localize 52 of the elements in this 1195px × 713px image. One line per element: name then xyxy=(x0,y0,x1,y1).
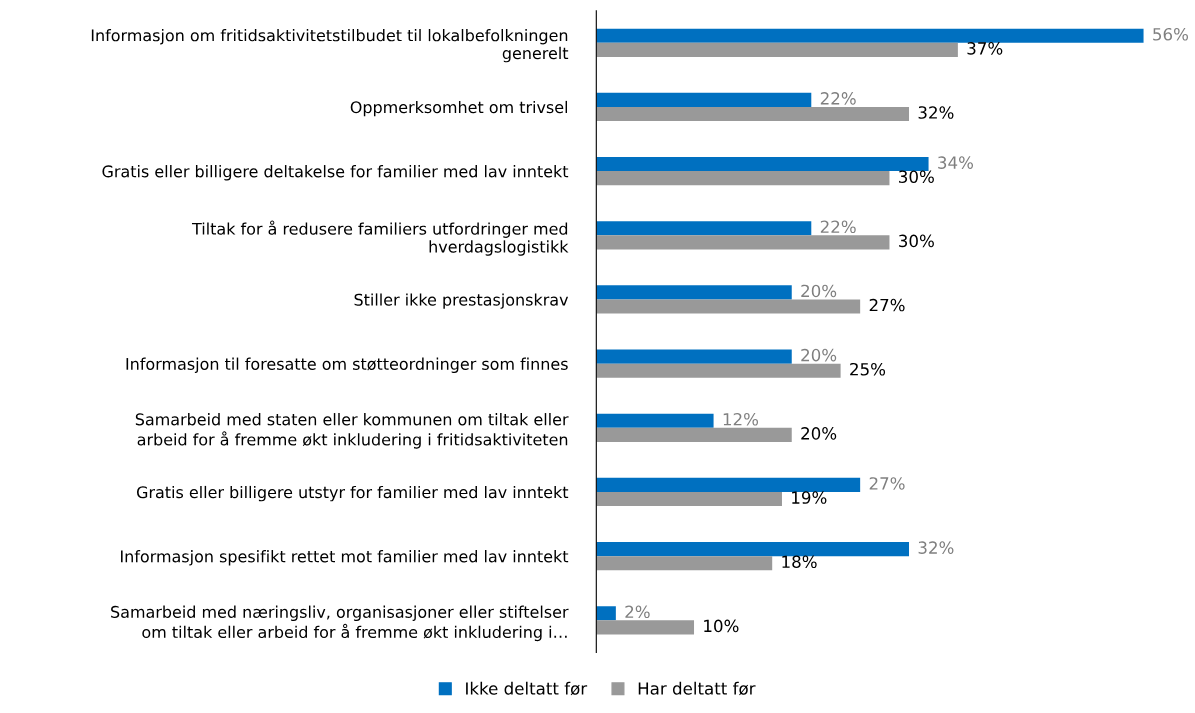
bar xyxy=(596,491,782,507)
y-tick-label: Stiller ikke prestasjonskrav xyxy=(354,293,569,309)
data-label: 30% xyxy=(899,234,934,248)
bar xyxy=(596,299,861,314)
data-label: 20% xyxy=(801,284,837,298)
bar xyxy=(596,235,890,250)
data-label: 37% xyxy=(967,42,1003,55)
data-label: 32% xyxy=(918,106,954,119)
data-label: 18% xyxy=(782,555,817,569)
data-label: 12% xyxy=(723,412,759,426)
data-label: 25% xyxy=(850,362,886,376)
bar xyxy=(596,413,714,428)
bar xyxy=(596,363,841,378)
bar xyxy=(596,221,812,236)
bar xyxy=(596,285,792,300)
bar xyxy=(596,620,695,635)
bar xyxy=(596,542,910,557)
data-label: 20% xyxy=(801,427,837,440)
y-tick-label: Informasjon spesifikt rettet mot familier med lav inntekt xyxy=(121,550,569,566)
y-tick-label: Informasjon til foresatte om støtteordninger som finnes xyxy=(126,357,568,374)
y-tick-label: Tiltak for å redusere familiers utfordringer med hverdagslogistikk xyxy=(191,220,569,256)
bar xyxy=(596,106,910,122)
bar xyxy=(596,92,812,107)
y-tick-label: Gratis eller billigere deltakelse for familier med lav inntekt xyxy=(102,165,569,181)
legend-label: Ikke deltatt før xyxy=(466,681,588,696)
data-label: 10% xyxy=(704,619,739,633)
data-label: 30% xyxy=(899,170,934,184)
data-label: 22% xyxy=(820,220,856,234)
data-label: 56% xyxy=(1153,27,1189,41)
bar xyxy=(596,42,958,57)
legend-label: Har deltatt før xyxy=(638,681,756,696)
bar xyxy=(596,349,792,364)
bar xyxy=(596,157,929,172)
data-label: 34% xyxy=(938,156,974,169)
data-label: 22% xyxy=(820,92,856,105)
bar xyxy=(596,427,792,442)
data-label: 27% xyxy=(869,298,905,312)
y-tick-label: Gratis eller billigere utstyr for familier med lav inntekt xyxy=(136,485,569,502)
bar xyxy=(596,171,890,186)
bar xyxy=(596,556,773,571)
data-label: 27% xyxy=(869,477,905,490)
data-label: 19% xyxy=(792,491,827,504)
data-label: 20% xyxy=(801,348,837,362)
data-label: 2% xyxy=(625,605,650,619)
y-tick-label: Informasjon om fritidsaktivitetstilbudet til lokalbefolkningen generelt xyxy=(91,28,569,63)
bar xyxy=(596,606,616,621)
y-tick-label: Samarbeid med staten eller kommunen om tiltak eller arbeid for å fremme økt inkludering i fritidsaktiviteten xyxy=(135,413,569,449)
bar xyxy=(596,477,861,492)
bar xyxy=(596,28,1144,43)
data-label: 32% xyxy=(918,541,954,554)
y-tick-label: Oppmerksomhet om trivsel xyxy=(350,100,568,117)
y-tick-label: Samarbeid med næringsliv, organisasjoner eller stiftelser om tiltak eller arbeid for å fremme økt inkludering i… xyxy=(111,605,569,642)
